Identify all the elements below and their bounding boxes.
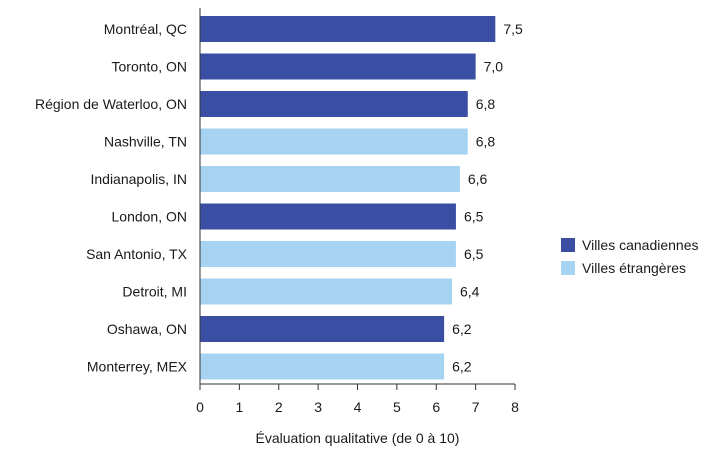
value-label: 6,6: [468, 171, 488, 187]
x-axis: 0 1 2 3 4 5 6 7 8 Évaluation qualitative (de 0 à …: [196, 8, 519, 446]
bar-1: [200, 53, 476, 80]
x-tick-label: 6: [432, 399, 440, 415]
category-label: San Antonio, TX: [86, 246, 188, 262]
bar-4: [200, 166, 460, 192]
x-tick-label: 3: [314, 399, 322, 415]
bar-9: [200, 353, 445, 380]
bar-5: [200, 203, 456, 230]
category-label: Monterrey, MEX: [87, 359, 188, 375]
legend-label-foreign: Villes étrangères: [582, 260, 686, 276]
x-axis-title: Évaluation qualitative (de 0 à 10): [256, 430, 460, 446]
legend-swatch-canadian: [561, 238, 575, 252]
value-label: 7,5: [503, 21, 523, 37]
x-tick-label: 8: [511, 399, 519, 415]
x-tick-label: 1: [235, 399, 243, 415]
legend-swatch-foreign: [561, 261, 575, 275]
category-labels: Montréal, QC 7,5 Toronto, ON 7,0 Région de W…: [35, 21, 523, 375]
bars-layer: [200, 16, 496, 380]
x-tick-label: 7: [472, 399, 480, 415]
value-label: 6,5: [464, 209, 484, 225]
value-label: 6,4: [460, 284, 480, 300]
bar-3: [200, 128, 468, 155]
category-label: Detroit, MI: [122, 284, 187, 300]
bar-0: [200, 16, 496, 42]
bar-7: [200, 278, 452, 305]
category-label: Nashville, TN: [104, 134, 187, 150]
category-label: Toronto, ON: [112, 59, 187, 75]
category-label: Oshawa, ON: [107, 321, 187, 337]
category-label: London, ON: [112, 209, 188, 225]
bar-6: [200, 241, 456, 267]
x-tick-label: 0: [196, 399, 204, 415]
value-label: 6,2: [452, 359, 472, 375]
value-label: 6,2: [452, 321, 472, 337]
x-tick-label: 4: [354, 399, 362, 415]
value-label: 6,5: [464, 246, 484, 262]
bar-8: [200, 316, 445, 342]
value-label: 6,8: [476, 134, 496, 150]
legend: Villes canadiennes Villes étrangères: [561, 237, 699, 276]
category-label: Montréal, QC: [104, 21, 187, 37]
category-label: Région de Waterloo, ON: [35, 96, 187, 112]
value-label: 6,8: [476, 96, 496, 112]
legend-label-canadian: Villes canadiennes: [582, 237, 699, 253]
x-tick-label: 5: [393, 399, 401, 415]
category-label: Indianapolis, IN: [90, 171, 187, 187]
value-label: 7,0: [484, 59, 504, 75]
bar-2: [200, 91, 468, 117]
x-tick-label: 2: [275, 399, 283, 415]
